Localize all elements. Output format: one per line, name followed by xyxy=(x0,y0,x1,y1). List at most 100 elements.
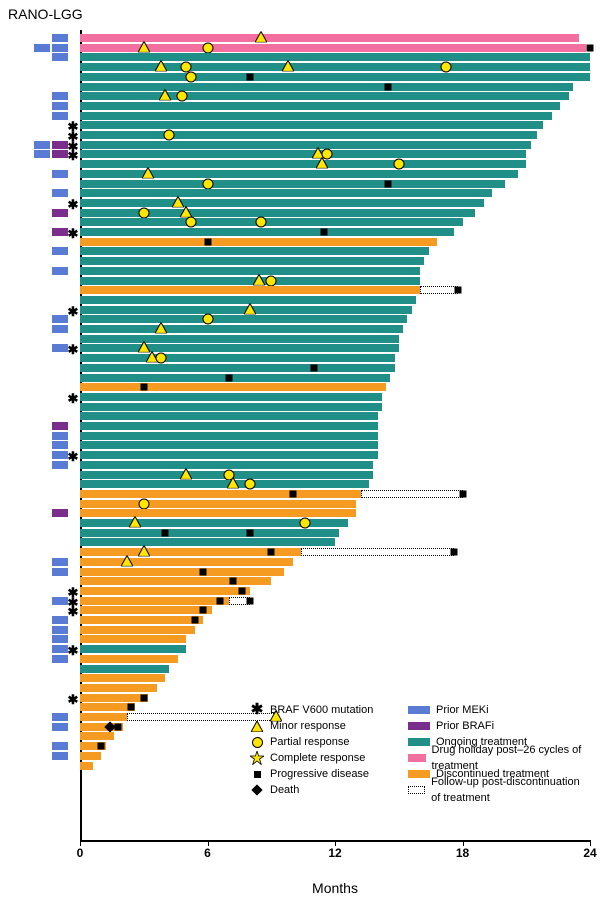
legend-item: Progressive disease xyxy=(250,766,373,782)
prior-meki-icon xyxy=(52,626,68,634)
x-tick-label: 24 xyxy=(583,846,596,860)
prior-meki-icon xyxy=(52,112,68,120)
patient-row xyxy=(80,635,590,643)
prior-meki-icon xyxy=(52,655,68,663)
treatment-bar xyxy=(80,286,420,294)
prior-meki-icon xyxy=(52,616,68,624)
prior-meki-icon xyxy=(34,150,50,158)
square-icon xyxy=(250,767,264,781)
progressive-disease-icon xyxy=(587,44,594,51)
prior-brafi-icon xyxy=(52,141,68,149)
patient-row xyxy=(80,160,590,168)
treatment-bar xyxy=(301,548,454,556)
prior-meki-icon xyxy=(52,742,68,750)
patient-row xyxy=(80,247,590,255)
treatment-bar xyxy=(80,364,395,372)
partial-response-icon xyxy=(202,178,213,189)
x-tick-label: 6 xyxy=(204,846,211,860)
patient-row xyxy=(80,529,590,537)
progressive-disease-icon xyxy=(455,287,462,294)
patient-row xyxy=(80,694,590,702)
progressive-disease-icon xyxy=(162,529,169,536)
prior-meki-icon xyxy=(52,344,68,352)
patient-row xyxy=(80,218,590,226)
patient-row xyxy=(80,228,590,236)
patient-row xyxy=(80,34,590,42)
legend-label: Prior MEKi xyxy=(436,702,489,718)
braf-mutation-icon: ✱ xyxy=(68,197,79,213)
legend-item: Minor response xyxy=(250,718,373,734)
patient-row xyxy=(80,170,590,178)
swatch xyxy=(408,706,430,714)
treatment-bar xyxy=(80,121,543,129)
prior-brafi-icon xyxy=(52,209,68,217)
partial-response-icon xyxy=(266,275,277,286)
legend-item: Follow-up post-discontinuation of treatm… xyxy=(408,782,590,798)
prior-meki-icon xyxy=(52,645,68,653)
treatment-bar xyxy=(80,238,437,246)
treatment-bar xyxy=(80,393,382,401)
legend-item: Death xyxy=(250,782,373,798)
asterisk-icon: ✱ xyxy=(250,703,264,717)
prior-meki-icon xyxy=(52,713,68,721)
patient-row xyxy=(80,412,590,420)
legend-item: Complete response xyxy=(250,750,373,766)
patient-row xyxy=(80,131,590,139)
patient-row xyxy=(80,403,590,411)
legend-item: Partial response xyxy=(250,734,373,750)
patient-row xyxy=(80,548,590,556)
prior-meki-icon xyxy=(34,141,50,149)
prior-brafi-icon xyxy=(52,422,68,430)
patient-row xyxy=(80,325,590,333)
treatment-bar xyxy=(80,412,378,420)
treatment-bar xyxy=(80,577,271,585)
swatch-dotted xyxy=(408,786,425,794)
minor-response-icon xyxy=(282,60,294,71)
progressive-disease-icon xyxy=(200,607,207,614)
progressive-disease-icon xyxy=(247,597,254,604)
treatment-bar xyxy=(80,762,93,770)
patient-row xyxy=(80,267,590,275)
minor-response-icon xyxy=(180,206,192,217)
prior-meki-icon xyxy=(52,558,68,566)
swatch xyxy=(408,770,430,778)
treatment-bar xyxy=(80,490,361,498)
legend-label: Death xyxy=(270,782,299,798)
prior-meki-icon xyxy=(52,451,68,459)
treatment-bar xyxy=(80,277,420,285)
prior-meki-icon xyxy=(52,267,68,275)
patient-row xyxy=(80,665,590,673)
minor-response-icon xyxy=(155,322,167,333)
patient-row xyxy=(80,655,590,663)
partial-response-icon xyxy=(255,217,266,228)
patient-row xyxy=(80,83,590,91)
treatment-bar xyxy=(80,451,378,459)
circle-icon xyxy=(250,735,264,749)
prior-meki-icon xyxy=(52,189,68,197)
braf-mutation-icon: ✱ xyxy=(68,604,79,620)
treatment-bar xyxy=(80,538,335,546)
prior-meki-icon xyxy=(52,441,68,449)
treatment-bar xyxy=(80,335,399,343)
star-icon xyxy=(250,751,264,765)
progressive-disease-icon xyxy=(230,578,237,585)
triangle-icon xyxy=(250,719,264,733)
legend-symbols: ✱BRAF V600 mutationMinor responsePartial… xyxy=(250,702,373,798)
prior-meki-icon xyxy=(52,247,68,255)
legend-item: Prior BRAFi xyxy=(408,718,590,734)
treatment-bar xyxy=(80,267,420,275)
legend-label: Complete response xyxy=(270,750,365,766)
minor-response-icon xyxy=(121,555,133,566)
treatment-bar xyxy=(80,684,157,692)
partial-response-icon xyxy=(164,130,175,141)
treatment-bar xyxy=(80,674,165,682)
prior-meki-icon xyxy=(34,44,50,52)
minor-response-icon xyxy=(155,60,167,71)
treatment-bar xyxy=(80,665,169,673)
prior-meki-icon xyxy=(52,723,68,731)
treatment-bar xyxy=(80,131,537,139)
patient-row xyxy=(80,364,590,372)
chart-title: RANO-LGG xyxy=(8,6,83,22)
patient-row xyxy=(80,684,590,692)
figure: RANO-LGG ✱BRAF V600 mutationMinor respon… xyxy=(0,0,612,904)
